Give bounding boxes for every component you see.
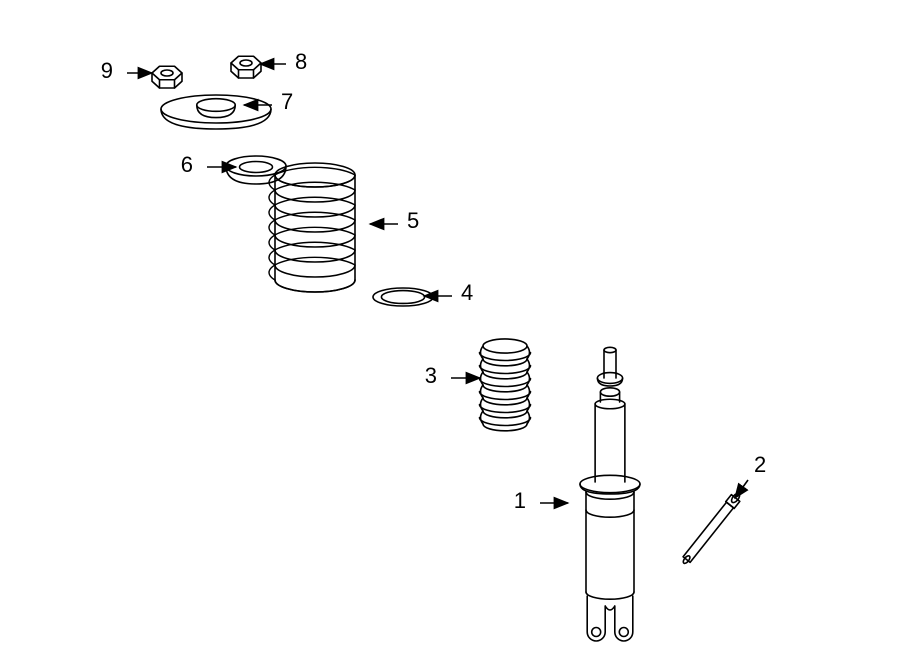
mount-plate [161,95,271,129]
callout-2: 2 [735,452,766,498]
callout-1: 1 [514,488,568,513]
callout-label-3: 3 [425,363,437,388]
spring-seat-ring [373,288,433,306]
callout-9: 9 [101,58,152,83]
callout-label-2: 2 [754,452,766,477]
callout-4: 4 [424,280,473,305]
callout-label-6: 6 [181,152,193,177]
callout-label-8: 8 [295,49,307,74]
dust-boot [480,339,531,431]
coil-spring [269,163,355,292]
shock-absorber [580,347,640,641]
nut-8 [231,56,261,78]
callout-label-5: 5 [407,208,419,233]
mounting-bolt [682,492,741,565]
nut-9 [152,66,182,88]
callout-label-1: 1 [514,488,526,513]
callout-label-9: 9 [101,58,113,83]
callout-8: 8 [260,49,307,74]
callout-3: 3 [425,363,480,388]
callout-label-4: 4 [461,280,473,305]
callout-7: 7 [244,89,293,114]
exploded-diagram: 1 2 3 4 5 6 78 9 [0,0,900,661]
callout-5: 5 [370,208,419,233]
callout-label-7: 7 [281,89,293,114]
